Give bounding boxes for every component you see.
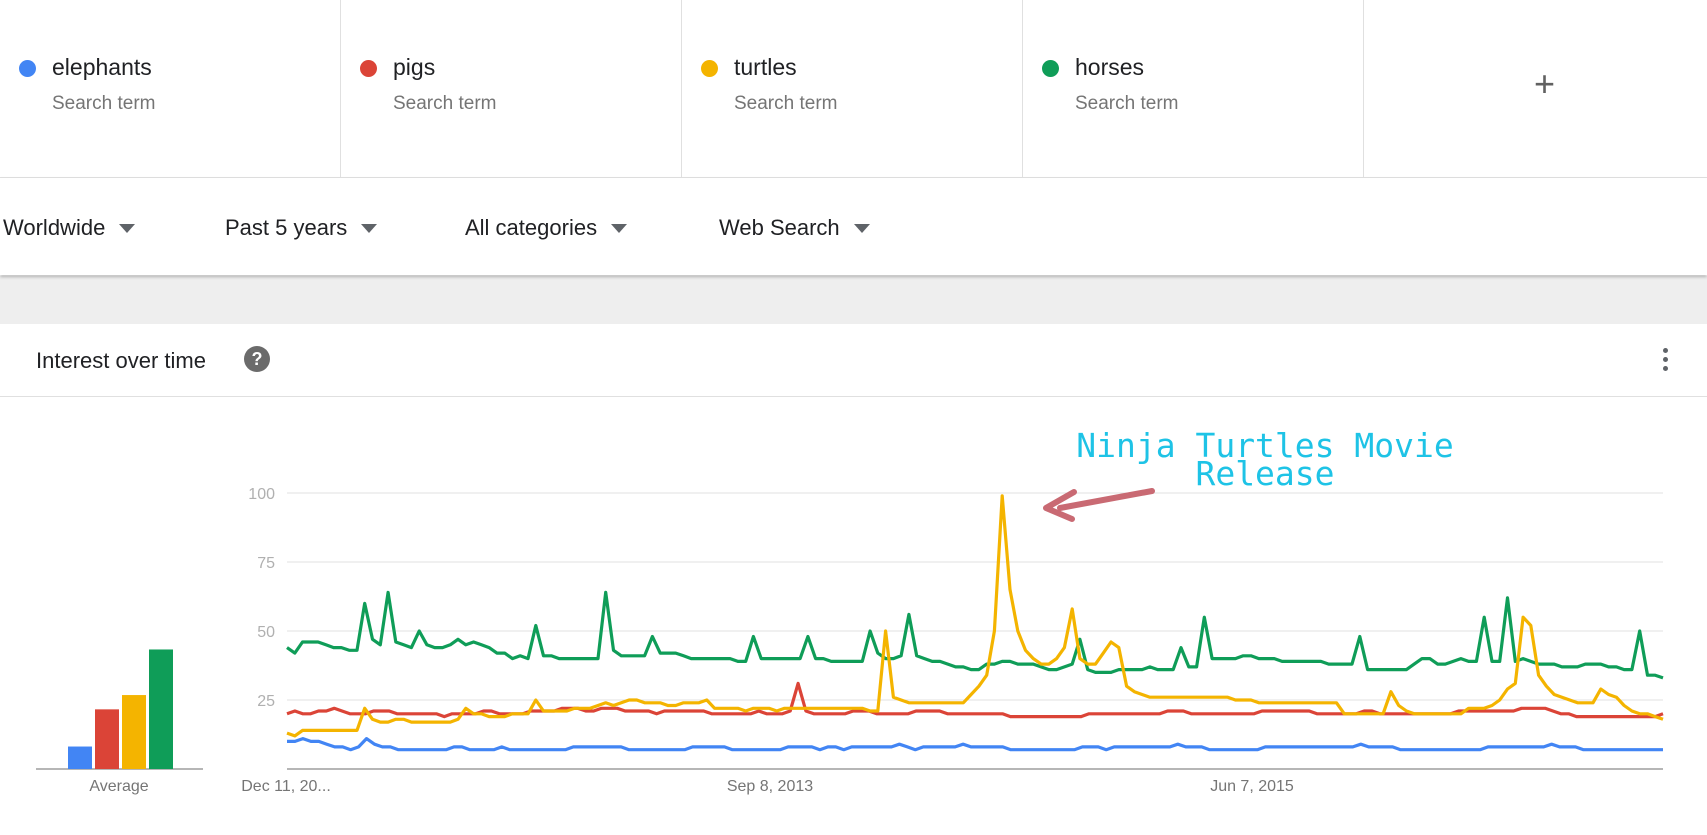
caret-down-icon bbox=[361, 223, 378, 233]
series-line-horses bbox=[286, 590, 1664, 680]
more-options-icon[interactable] bbox=[1658, 348, 1672, 374]
term-name: horses bbox=[1075, 54, 1145, 80]
search-type-dropdown[interactable]: Web Search bbox=[719, 215, 870, 241]
term-card-turtles[interactable]: turtles Search term bbox=[682, 0, 1023, 177]
average-bar-horses bbox=[149, 649, 173, 769]
average-label: Average bbox=[89, 778, 148, 795]
annotation-text: Ninja Turtles Movie Release bbox=[1076, 426, 1454, 493]
y-tick-label: 50 bbox=[257, 624, 275, 641]
separator-band bbox=[0, 276, 1707, 324]
time-range-dropdown[interactable]: Past 5 years bbox=[225, 215, 378, 241]
term-type: Search term bbox=[393, 93, 497, 114]
category-label: All categories bbox=[465, 215, 598, 240]
caret-down-icon bbox=[119, 223, 136, 233]
time-range-label: Past 5 years bbox=[225, 215, 348, 240]
x-tick-label: Sep 8, 2013 bbox=[727, 778, 813, 795]
annotation-arrow-head bbox=[1043, 489, 1077, 522]
term-card-elephants[interactable]: elephants Search term bbox=[0, 0, 341, 177]
add-term-button[interactable]: + bbox=[1364, 0, 1707, 177]
caret-down-icon bbox=[611, 223, 628, 233]
card-title: Interest over time bbox=[36, 348, 206, 373]
average-bar-pigs bbox=[95, 709, 119, 769]
average-bar-elephants bbox=[68, 746, 92, 769]
x-tick-label: Jun 7, 2015 bbox=[1210, 778, 1294, 795]
y-tick-label: 75 bbox=[257, 555, 275, 572]
term-name: elephants bbox=[52, 54, 152, 80]
series-color-dot bbox=[19, 60, 36, 77]
series-color-dot bbox=[701, 60, 718, 77]
y-tick-label: 25 bbox=[257, 693, 275, 710]
annotation-arrow-shaft bbox=[1057, 488, 1155, 511]
term-card-pigs[interactable]: pigs Search term bbox=[341, 0, 682, 177]
search-terms-bar: elephants Search term pigs Search term t… bbox=[0, 0, 1707, 178]
series-color-dot bbox=[360, 60, 377, 77]
plus-icon: + bbox=[1534, 63, 1556, 104]
category-dropdown[interactable]: All categories bbox=[465, 215, 628, 241]
caret-down-icon bbox=[853, 223, 870, 233]
average-bar-turtles bbox=[122, 695, 146, 769]
region-dropdown[interactable]: Worldwide bbox=[3, 215, 136, 241]
series-line-elephants bbox=[287, 736, 1663, 752]
region-label: Worldwide bbox=[3, 215, 106, 240]
term-name: pigs bbox=[393, 54, 436, 80]
search-type-label: Web Search bbox=[719, 215, 840, 240]
term-card-horses[interactable]: horses Search term bbox=[1023, 0, 1364, 177]
series-color-dot bbox=[1042, 60, 1059, 77]
term-type: Search term bbox=[52, 93, 156, 114]
series-line-turtles bbox=[286, 494, 1664, 738]
help-icon[interactable]: ? bbox=[244, 346, 270, 372]
x-tick-label: Dec 11, 20... bbox=[241, 778, 331, 795]
filter-bar: Worldwide Past 5 years All categories We… bbox=[0, 178, 1707, 275]
term-type: Search term bbox=[1075, 93, 1179, 114]
term-type: Search term bbox=[734, 93, 838, 114]
card-header: Interest over time ? bbox=[0, 324, 1707, 397]
term-name: turtles bbox=[734, 54, 797, 80]
y-tick-label: 100 bbox=[248, 486, 275, 503]
